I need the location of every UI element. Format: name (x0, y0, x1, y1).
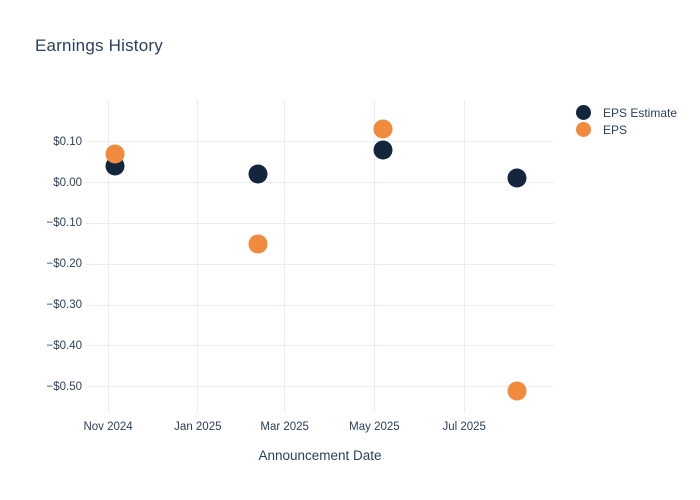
legend-label: EPS Estimate (603, 105, 678, 120)
x-tick-label: Nov 2024 (83, 421, 133, 433)
x-tick-label: May 2025 (349, 421, 400, 433)
y-gridline (86, 304, 554, 306)
eps-estimate-point[interactable] (507, 168, 527, 188)
eps-point[interactable] (507, 381, 527, 401)
x-gridline (284, 100, 286, 413)
chart-legend: EPS Estimate EPS (576, 104, 677, 138)
y-gridline (86, 182, 554, 183)
eps-estimate-swatch-icon (576, 105, 591, 120)
legend-item-eps-estimate[interactable]: EPS Estimate (576, 104, 677, 121)
x-tick-label: Mar 2025 (260, 421, 309, 433)
x-gridline (463, 100, 465, 413)
y-tick-label: −$0.10 (46, 217, 83, 230)
y-gridline (86, 141, 554, 143)
x-tick-label: Jul 2025 (442, 421, 486, 433)
y-tick-label: −$0.40 (46, 339, 83, 352)
y-gridline (86, 386, 554, 388)
eps-point[interactable] (248, 234, 268, 254)
x-gridline (107, 100, 109, 413)
x-gridline (373, 100, 375, 413)
y-tick-label: −$0.20 (46, 258, 83, 271)
eps-estimate-point[interactable] (373, 140, 393, 160)
y-tick-label: −$0.30 (46, 299, 83, 312)
y-gridline (86, 263, 554, 265)
eps-estimate-point[interactable] (248, 164, 268, 184)
y-tick-label: −$0.50 (46, 380, 83, 393)
y-gridline (86, 345, 554, 347)
y-tick-label: $0.00 (53, 176, 82, 189)
legend-item-eps[interactable]: EPS (576, 121, 677, 138)
x-axis-title: Announcement Date (258, 448, 382, 463)
y-gridline (86, 222, 554, 224)
eps-point[interactable] (105, 144, 125, 164)
legend-label: EPS (603, 122, 628, 137)
chart-title: Earnings History (35, 36, 163, 55)
x-gridline (197, 100, 199, 413)
eps-point[interactable] (373, 119, 393, 139)
y-tick-label: $0.10 (53, 135, 82, 148)
x-tick-label: Jan 2025 (174, 421, 222, 433)
eps-swatch-icon (576, 122, 591, 137)
